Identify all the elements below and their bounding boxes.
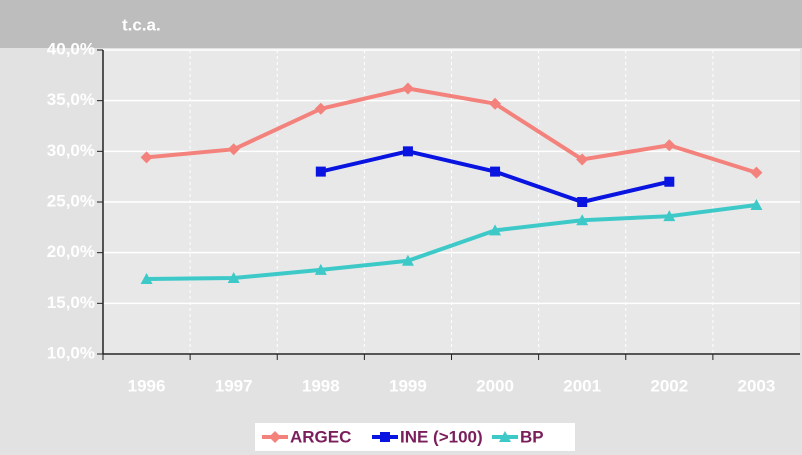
x-tick-label: 1997 [215, 376, 253, 395]
marker [489, 224, 502, 236]
x-tick-label: 1996 [128, 376, 166, 395]
marker [663, 210, 676, 222]
series-line [146, 86, 758, 175]
y-tick-label: 40,0% [47, 39, 95, 58]
marker [140, 151, 153, 164]
marker [490, 166, 501, 177]
marker [750, 199, 763, 211]
marker [227, 272, 240, 283]
x-tick-label: 2002 [650, 376, 688, 395]
x-tick-label: 2000 [476, 376, 514, 395]
marker [314, 102, 327, 115]
marker [140, 273, 153, 285]
marker [401, 82, 414, 95]
marker [576, 153, 589, 166]
marker [401, 254, 414, 266]
marker [314, 263, 327, 275]
y-tick-label: 15,0% [47, 293, 95, 312]
legend-label: BP [520, 427, 544, 446]
axis-title: t.c.a. [122, 15, 161, 34]
x-tick-label: 2001 [563, 376, 601, 395]
x-tick-label: 1998 [302, 376, 340, 395]
header-strip [0, 0, 802, 48]
y-tick-label: 20,0% [47, 242, 95, 261]
marker [269, 431, 281, 443]
legend-box [255, 423, 575, 451]
marker [664, 176, 675, 187]
x-tick-label: 2003 [738, 376, 776, 395]
marker [380, 432, 390, 442]
legend-label: ARGEC [290, 427, 351, 446]
marker [499, 431, 511, 442]
legend-label: INE (>100) [400, 427, 483, 446]
marker [750, 166, 763, 179]
y-tick-label: 10,0% [47, 343, 95, 362]
y-tick-label: 35,0% [47, 90, 95, 109]
series-line [146, 203, 757, 282]
marker [402, 146, 413, 157]
marker [663, 139, 676, 152]
marker [577, 197, 588, 207]
marker [315, 166, 326, 177]
marker [227, 143, 240, 156]
x-tick-label: 1999 [389, 376, 427, 395]
marker [576, 214, 589, 226]
y-tick-label: 25,0% [47, 191, 95, 210]
y-tick-label: 30,0% [47, 141, 95, 160]
marker [489, 97, 502, 110]
